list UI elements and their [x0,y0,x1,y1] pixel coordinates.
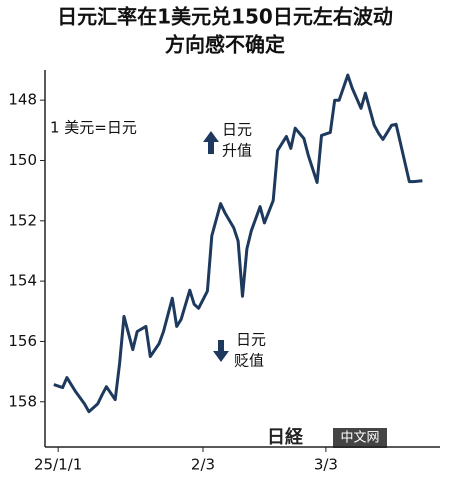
y-tick-label: 154 [8,272,37,290]
y-tick-label: 150 [8,151,37,169]
line-series [53,73,423,414]
y-tick-label: 152 [8,211,37,229]
annotation: 日元 [236,331,266,349]
watermark-box [333,428,387,448]
annotation: 日元 [222,121,252,139]
arrow-up [203,131,219,154]
chart-title: 方向感不确定 [165,33,285,57]
annotation: 升值 [222,142,252,160]
x-tick-label: 3/3 [314,456,338,474]
chart-title: 日元汇率在1美元兑150日元左右波动 [57,5,393,29]
y-tick-label: 158 [8,392,37,410]
annotation: 贬值 [234,352,264,370]
x-tick-label: 2/3 [191,456,215,474]
watermark: 日経 [267,426,304,448]
arrow-down [213,340,229,362]
unit-label: 1 美元=日元 [50,119,137,137]
y-tick-label: 148 [8,91,37,109]
x-tick-label: 25/1/1 [34,456,82,474]
watermark: 中文网 [340,431,379,446]
y-tick-label: 156 [8,332,37,350]
